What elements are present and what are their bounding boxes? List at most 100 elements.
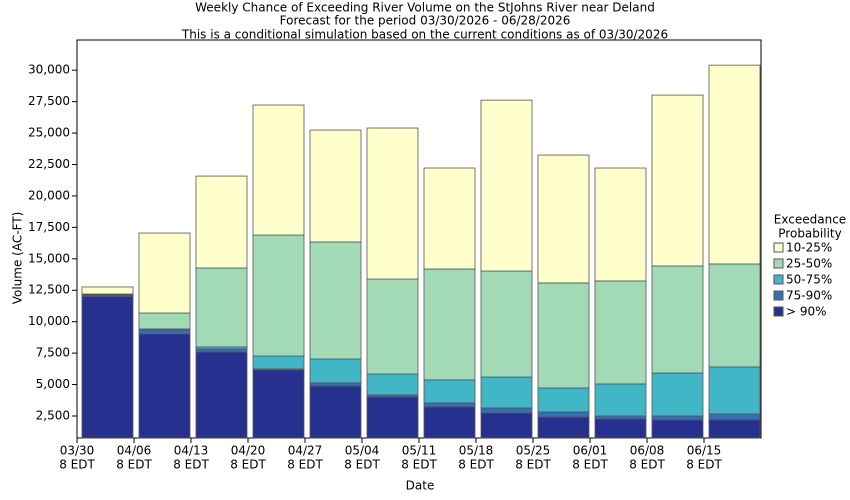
legend-label: 25-50% — [786, 257, 832, 271]
bar-segment — [309, 241, 362, 360]
bar-segment — [480, 412, 533, 439]
bar-segment — [537, 154, 590, 284]
bar-segment — [423, 406, 476, 439]
y-tick-label: 17,500 — [28, 220, 70, 234]
x-tick-label: 8 EDT — [344, 458, 380, 472]
bar-segment — [366, 127, 419, 280]
x-tick-label: 05/18 — [459, 444, 494, 458]
legend-swatch — [773, 274, 784, 285]
x-tick-label: 04/27 — [288, 444, 323, 458]
x-axis-label: Date — [406, 479, 435, 493]
bar-segment — [708, 413, 761, 421]
bar-segment — [708, 263, 761, 368]
y-tick-label: 30,000 — [28, 63, 70, 77]
y-tick-label: 22,500 — [28, 157, 70, 171]
bar-segment — [423, 167, 476, 270]
y-tick-label: 10,000 — [28, 314, 70, 328]
bar-segment — [366, 396, 419, 439]
bar-segment — [138, 312, 191, 330]
bar-segment — [594, 418, 647, 439]
bar-segment — [252, 234, 305, 357]
bar-segment — [537, 387, 590, 413]
bar-segment — [252, 104, 305, 236]
bar-segment — [81, 286, 134, 295]
bar-segment — [480, 407, 533, 414]
x-tick-label: 8 EDT — [173, 458, 209, 472]
bar-segment — [366, 278, 419, 375]
bar-segment — [423, 268, 476, 381]
bar-segment — [651, 94, 704, 267]
legend-swatch — [773, 290, 784, 301]
x-tick-label: 8 EDT — [59, 458, 95, 472]
bar-segment — [195, 267, 248, 348]
bar-segment — [138, 232, 191, 314]
legend-swatch — [773, 306, 784, 317]
legend-title: Probability — [778, 227, 841, 241]
y-axis-label: Volume (AC-FT) — [11, 212, 25, 305]
y-tick-label: 7,500 — [36, 346, 70, 360]
bar-segment — [252, 369, 305, 439]
x-tick-label: 05/11 — [402, 444, 437, 458]
legend-label: 50-75% — [786, 273, 832, 287]
legend-label: 10-25% — [786, 241, 832, 255]
bar-segment — [594, 383, 647, 417]
x-tick-label: 8 EDT — [116, 458, 152, 472]
y-tick-label: 15,000 — [28, 251, 70, 265]
bar-segment — [195, 351, 248, 439]
x-tick-label: 06/15 — [687, 444, 722, 458]
bar-segment — [708, 64, 761, 265]
bar-segment — [594, 280, 647, 385]
legend-label: 75-90% — [786, 289, 832, 303]
chart-title: Weekly Chance of Exceeding River Volume … — [195, 1, 655, 15]
x-tick-label: 05/25 — [516, 444, 551, 458]
bar-segment — [423, 402, 476, 408]
bar-segment — [366, 373, 419, 396]
bar-segment — [708, 366, 761, 415]
bar-segment — [309, 385, 362, 439]
bar-segment — [423, 379, 476, 404]
bar-segment — [480, 270, 533, 378]
bar-segment — [309, 129, 362, 243]
x-tick-label: 8 EDT — [515, 458, 551, 472]
x-tick-label: 8 EDT — [458, 458, 494, 472]
x-tick-label: 03/30 — [60, 444, 95, 458]
x-tick-label: 8 EDT — [230, 458, 266, 472]
bar-segment — [252, 355, 305, 370]
bar-segment — [537, 282, 590, 389]
bar-segment — [708, 419, 761, 439]
y-tick-label: 12,500 — [28, 283, 70, 297]
x-tick-label: 05/04 — [345, 444, 380, 458]
bar-segment — [309, 358, 362, 384]
x-tick-label: 8 EDT — [401, 458, 437, 472]
chart-subtitle: This is a conditional simulation based o… — [181, 28, 668, 42]
x-tick-label: 8 EDT — [287, 458, 323, 472]
plot-area — [76, 39, 762, 439]
legend-swatch — [773, 242, 784, 253]
bar-segment — [480, 99, 533, 272]
legend-swatch — [773, 258, 784, 269]
x-tick-label: 8 EDT — [572, 458, 608, 472]
x-tick-label: 04/06 — [117, 444, 152, 458]
bar-segment — [537, 416, 590, 439]
y-tick-label: 25,000 — [28, 126, 70, 140]
y-tick-label: 27,500 — [28, 94, 70, 108]
bar-segment — [138, 333, 191, 439]
x-tick-label: 8 EDT — [629, 458, 665, 472]
bar-segment — [195, 348, 248, 353]
y-tick-label: 20,000 — [28, 188, 70, 202]
chart-subtitle: Forecast for the period 03/30/2026 - 06/… — [280, 14, 571, 28]
bar-segment — [81, 296, 134, 439]
bar-segment — [195, 175, 248, 269]
bar-segment — [480, 376, 533, 409]
bar-segment — [651, 372, 704, 417]
legend-label: > 90% — [786, 305, 827, 319]
bar-segment — [309, 382, 362, 387]
bar-segment — [537, 411, 590, 418]
bar-segment — [138, 329, 191, 335]
y-tick-label: 2,500 — [36, 408, 70, 422]
x-tick-label: 06/08 — [630, 444, 665, 458]
x-tick-label: 04/13 — [174, 444, 209, 458]
x-tick-label: 06/01 — [573, 444, 608, 458]
bar-segment — [651, 419, 704, 439]
